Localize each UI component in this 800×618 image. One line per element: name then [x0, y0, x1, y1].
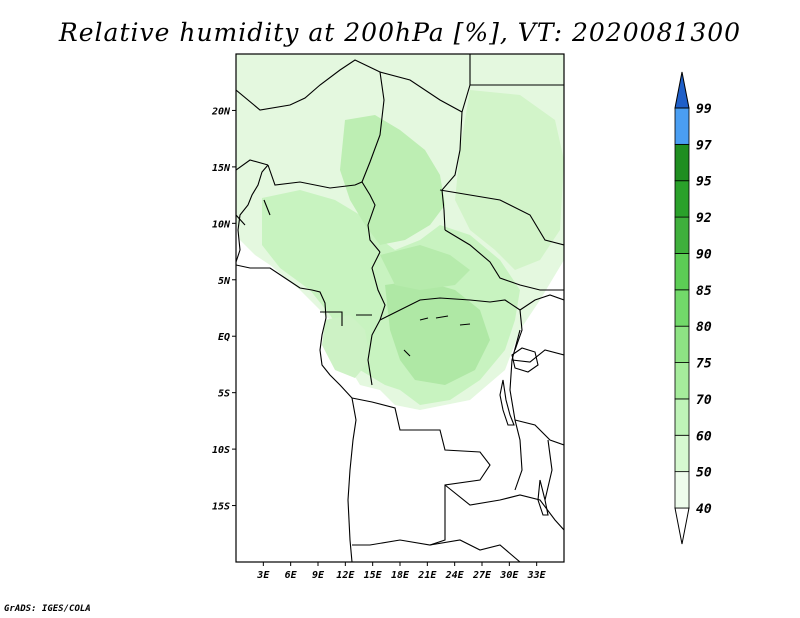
rh-region-east: [455, 90, 564, 270]
rh-region-chad: [380, 245, 470, 290]
colorbar-label: 97: [696, 138, 712, 153]
border-zambia: [429, 484, 564, 562]
lake-tanganyika: [499, 379, 515, 426]
chart-title: Relative humidity at 200hPa [%], VT: 202…: [58, 18, 742, 47]
colorbar-label: 80: [696, 320, 712, 335]
lat-tick-label: EQ: [218, 332, 230, 343]
rh-region-gabon: [322, 315, 370, 378]
coastline-west: [236, 264, 357, 562]
lon-tick-label: 27E: [472, 570, 492, 581]
border-niger: [267, 164, 381, 253]
lon-tick-label: 21E: [417, 570, 437, 581]
lon-tick-label: 9E: [312, 570, 325, 581]
colorbar-bin: [674, 180, 690, 218]
colorbar-bin: [674, 471, 690, 509]
colorbar-label: 99: [696, 102, 712, 117]
lon-tick-label: 24E: [445, 570, 465, 581]
coastline-bulge: [236, 164, 269, 263]
lon-tick-label: 12E: [336, 570, 355, 581]
border-sudan: [439, 54, 564, 246]
border-drc-north: [379, 297, 523, 351]
country-borders: [236, 54, 564, 562]
lat-tick-label: 15S: [212, 502, 230, 513]
colorbar-label: 85: [696, 284, 712, 299]
lon-tick-label: 18E: [391, 570, 410, 581]
latitude-axis: 20N 15N 10N 5N EQ 5S 10S 15S: [211, 106, 236, 513]
humidity-field: [236, 54, 564, 410]
colorbar: 40 50 60 70 75 80 85 90 92 95 97 99: [674, 71, 712, 545]
lat-tick-label: 15N: [212, 163, 231, 174]
river-congo: [403, 315, 471, 357]
lon-tick-label: 6E: [285, 570, 298, 581]
lat-tick-label: 10S: [212, 445, 230, 456]
lon-tick-label: 30E: [499, 570, 519, 581]
lon-tick-label: 33E: [527, 570, 547, 581]
colorbar-bin: [674, 253, 690, 291]
border-libya: [379, 71, 463, 231]
border-drc-east: [509, 329, 523, 491]
rh-region-basin: [385, 280, 490, 385]
colorbar-label: 90: [696, 247, 712, 262]
lake-victoria: [511, 347, 539, 373]
colorbar-label: 92: [696, 211, 712, 226]
colorbar-label: 50: [696, 466, 712, 481]
border-car: [444, 229, 564, 291]
lat-tick-label: 5N: [218, 276, 231, 287]
colorbar-lower-triangle: [674, 507, 690, 545]
lon-tick-label: 3E: [256, 570, 270, 581]
colorbar-label: 75: [696, 357, 712, 372]
border-angola: [351, 397, 491, 546]
border-east: [511, 294, 564, 501]
border-west-small: [236, 159, 372, 326]
colorbar-bin: [674, 434, 690, 473]
colorbar-bin: [674, 289, 690, 327]
colorbar-bin: [674, 216, 690, 254]
lat-tick-label: 20N: [211, 106, 231, 117]
border-sahara: [236, 59, 385, 183]
colorbar-label: 95: [696, 175, 712, 190]
rh-region-sahel: [340, 115, 445, 245]
colorbar-label: 60: [696, 429, 712, 444]
colorbar-bin: [674, 398, 690, 436]
grads-credit: GrADS: IGES/COLA: [4, 604, 91, 614]
lat-tick-label: 5S: [218, 389, 230, 400]
lake-malawi: [537, 479, 549, 516]
longitude-axis: 3E 6E 9E 12E 15E 18E 21E 24E 27E 30E 33E: [256, 562, 547, 581]
colorbar-bin: [674, 325, 690, 363]
colorbar-label: 70: [696, 393, 712, 408]
colorbar-label: 40: [696, 502, 712, 517]
lon-tick-label: 15E: [364, 570, 383, 581]
colorbar-upper-triangle: [674, 71, 690, 109]
colorbar-bin: [674, 143, 690, 182]
lat-tick-label: 10N: [212, 219, 231, 230]
colorbar-bin: [674, 362, 690, 400]
border-chad-cameroon: [367, 251, 386, 386]
colorbar-bin: [674, 107, 690, 145]
